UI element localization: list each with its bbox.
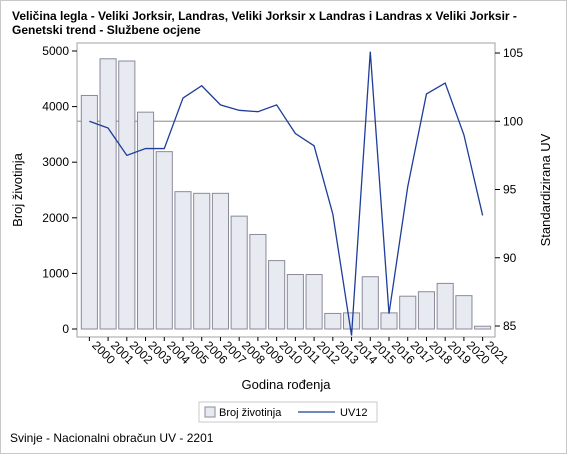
y-axis-label-left: Broj životinja — [10, 152, 25, 226]
bar-2001 — [99, 58, 117, 330]
bar-2020 — [455, 295, 473, 330]
legend-label-bar: Broj životinja — [219, 407, 282, 419]
chart-title: Veličina legla - Veliki Jorksir, Landras… — [12, 9, 517, 37]
left-tick-label: 1000 — [42, 266, 69, 280]
bar-2019 — [436, 282, 454, 330]
bar-2017 — [399, 295, 417, 330]
bars-layer — [80, 58, 492, 330]
bar-2016 — [380, 312, 398, 330]
legend: Broj životinja UV12 — [198, 401, 378, 423]
footer-note: Svinje - Nacionalni obračun UV - 2201 — [10, 431, 214, 445]
bar-2003 — [136, 111, 155, 330]
x-axis-label: Godina rođenja — [242, 377, 332, 392]
left-tick-label: 2000 — [42, 211, 69, 225]
bar-2015 — [361, 276, 379, 330]
right-tick-label: 90 — [503, 251, 517, 265]
bar-2005 — [174, 191, 192, 330]
right-tick-label: 105 — [503, 46, 523, 60]
axes-layer: 0100020003000400050008590951001052000200… — [10, 42, 553, 392]
bar-2002 — [118, 60, 136, 330]
bar-2012 — [305, 274, 323, 330]
bar-2004 — [155, 151, 173, 330]
legend-box — [198, 401, 378, 423]
bar-2006 — [193, 192, 211, 330]
left-tick-label: 5000 — [42, 44, 69, 58]
bar-2013 — [324, 312, 342, 330]
legend-swatch-bar — [204, 406, 216, 418]
right-tick-label: 95 — [503, 183, 517, 197]
legend-label-line: UV12 — [340, 407, 368, 419]
right-tick-label: 85 — [503, 319, 517, 333]
left-tick-label: 0 — [62, 322, 69, 336]
y-axis-label-right: Standardizirana UV — [538, 133, 553, 246]
left-tick-label: 4000 — [42, 100, 69, 114]
bar-2000 — [80, 94, 98, 330]
bar-2008 — [230, 215, 248, 330]
right-tick-label: 100 — [503, 114, 523, 128]
bar-2007 — [211, 192, 230, 330]
bar-2021 — [474, 325, 492, 330]
line-layer — [89, 51, 484, 336]
series-line-uv12 — [89, 51, 484, 336]
bar-2018 — [417, 291, 436, 330]
left-tick-label: 3000 — [42, 155, 69, 169]
bar-2010 — [268, 260, 286, 330]
bar-2009 — [249, 233, 267, 330]
bar-2011 — [286, 274, 304, 330]
